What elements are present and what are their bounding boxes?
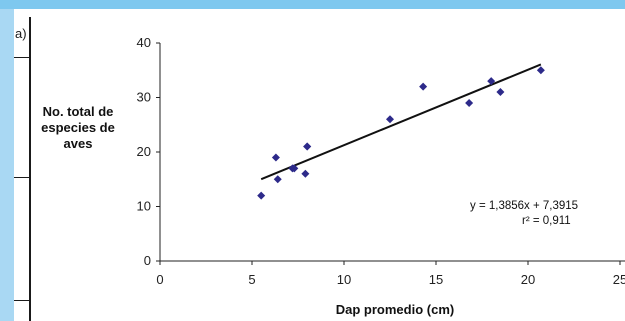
x-tick-label: 25 xyxy=(613,272,625,287)
data-point xyxy=(536,66,545,75)
r-squared-label: r² = 0,911 xyxy=(522,215,571,227)
x-tick-label: 0 xyxy=(156,272,163,287)
left-frame-rule xyxy=(29,17,31,321)
y-axis-label: No. total de especies de aves xyxy=(29,104,127,152)
panel-label: a) xyxy=(15,26,27,41)
top-frame-band xyxy=(0,0,625,9)
y-tick-label: 20 xyxy=(137,144,151,159)
trendline xyxy=(260,63,542,181)
data-point xyxy=(257,191,266,200)
chart-points xyxy=(257,66,545,200)
chart-trendline-group xyxy=(260,63,542,181)
data-point xyxy=(465,98,474,107)
data-point xyxy=(496,88,505,97)
y-tick-label: 40 xyxy=(137,35,151,50)
chart-axes xyxy=(159,43,625,262)
x-tick-label: 10 xyxy=(337,272,351,287)
y-tick-label: 0 xyxy=(144,253,151,268)
chart-ticks: 0 10 20 30 40 0 5 10 15 20 25 xyxy=(137,35,625,287)
y-tick-label: 10 xyxy=(137,199,151,214)
x-tick-label: 15 xyxy=(429,272,443,287)
data-point xyxy=(419,82,428,91)
y-axis-label-line: aves xyxy=(63,136,93,151)
x-axis-label: Dap promedio (cm) xyxy=(335,302,455,317)
y-axis-label-line: especies de xyxy=(41,120,115,135)
left-frame-band xyxy=(0,9,14,321)
y-axis-label-line: No. total de xyxy=(42,104,114,119)
data-point xyxy=(386,115,394,124)
frame-row-divider xyxy=(14,300,30,301)
frame-row-divider xyxy=(14,57,30,58)
data-point xyxy=(487,77,496,86)
regression-annotation: y = 1,3856x + 7,3915 r² = 0,911 xyxy=(470,200,625,227)
x-tick-label: 20 xyxy=(521,272,535,287)
data-point xyxy=(271,153,280,162)
data-point xyxy=(273,175,282,184)
regression-equation: y = 1,3856x + 7,3915 xyxy=(470,200,579,212)
data-point xyxy=(290,164,299,173)
x-tick-label: 5 xyxy=(248,272,255,287)
data-point xyxy=(301,169,310,178)
data-point xyxy=(303,142,312,151)
y-tick-label: 30 xyxy=(137,90,151,105)
frame-row-divider xyxy=(14,177,30,178)
